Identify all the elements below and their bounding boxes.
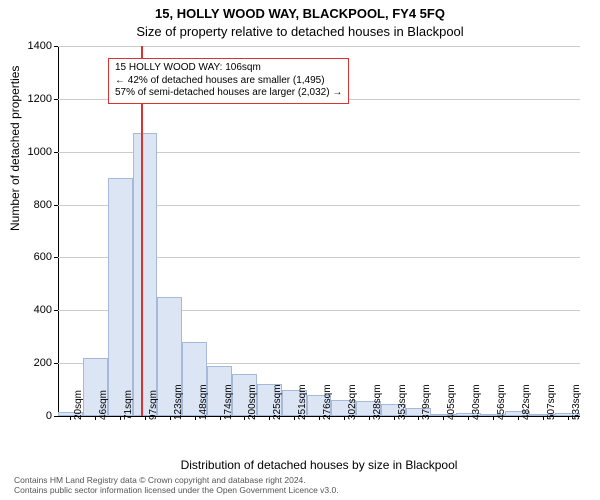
x-tick-label: 200sqm <box>247 384 258 420</box>
y-tick-label: 200 <box>34 357 52 369</box>
x-tick-label: 276sqm <box>322 384 333 420</box>
x-tick-label: 379sqm <box>421 384 432 420</box>
y-tick-label: 1000 <box>28 146 52 158</box>
histogram-bar <box>133 133 158 416</box>
x-tick-mark <box>120 416 121 420</box>
x-tick-label: 507sqm <box>546 384 557 420</box>
x-tick-mark <box>394 416 395 420</box>
y-tick-mark <box>54 416 58 417</box>
x-tick-mark <box>518 416 519 420</box>
callout-line: ← 42% of detached houses are smaller (1,… <box>115 75 342 88</box>
x-tick-label: 97sqm <box>148 390 159 420</box>
x-tick-mark <box>244 416 245 420</box>
x-tick-label: 353sqm <box>397 384 408 420</box>
x-tick-mark <box>95 416 96 420</box>
y-tick-label: 1400 <box>28 40 52 52</box>
x-tick-mark <box>269 416 270 420</box>
y-axis-label: Number of detached properties <box>8 66 22 231</box>
callout-line: 57% of semi-detached houses are larger (… <box>115 87 342 100</box>
chart-container: 15, HOLLY WOOD WAY, BLACKPOOL, FY4 5FQ S… <box>0 0 600 500</box>
x-tick-label: 123sqm <box>173 384 184 420</box>
x-tick-mark <box>493 416 494 420</box>
chart-subtitle: Size of property relative to detached ho… <box>0 24 600 39</box>
x-tick-label: 251sqm <box>297 384 308 420</box>
x-tick-mark <box>220 416 221 420</box>
y-tick-label: 1200 <box>28 93 52 105</box>
x-tick-mark <box>369 416 370 420</box>
histogram-bar <box>108 178 133 416</box>
x-tick-label: 174sqm <box>223 384 234 420</box>
x-tick-label: 148sqm <box>198 384 209 420</box>
x-tick-label: 328sqm <box>372 384 383 420</box>
y-tick-label: 800 <box>34 199 52 211</box>
chart-title: 15, HOLLY WOOD WAY, BLACKPOOL, FY4 5FQ <box>0 6 600 21</box>
x-tick-mark <box>294 416 295 420</box>
y-tick-label: 400 <box>34 304 52 316</box>
x-tick-label: 533sqm <box>571 384 582 420</box>
x-axis-label: Distribution of detached houses by size … <box>58 458 580 472</box>
x-tick-label: 482sqm <box>521 384 532 420</box>
y-tick-mark <box>54 363 58 364</box>
x-tick-label: 405sqm <box>446 384 457 420</box>
x-tick-label: 71sqm <box>123 390 134 420</box>
grid-line <box>58 46 580 47</box>
x-tick-mark <box>568 416 569 420</box>
x-tick-mark <box>543 416 544 420</box>
x-tick-label: 456sqm <box>496 384 507 420</box>
x-tick-mark <box>344 416 345 420</box>
x-tick-mark <box>145 416 146 420</box>
x-tick-label: 46sqm <box>98 390 109 420</box>
y-tick-mark <box>54 310 58 311</box>
footer-attribution: Contains HM Land Registry data © Crown c… <box>14 476 339 496</box>
x-tick-mark <box>195 416 196 420</box>
x-tick-mark <box>70 416 71 420</box>
y-tick-label: 0 <box>46 410 52 422</box>
y-tick-mark <box>54 257 58 258</box>
x-tick-label: 430sqm <box>471 384 482 420</box>
y-tick-label: 600 <box>34 251 52 263</box>
x-tick-label: 225sqm <box>272 384 283 420</box>
x-tick-mark <box>170 416 171 420</box>
x-tick-label: 20sqm <box>73 390 84 420</box>
y-tick-mark <box>54 152 58 153</box>
x-tick-label: 302sqm <box>347 384 358 420</box>
y-tick-mark <box>54 99 58 100</box>
x-tick-mark <box>418 416 419 420</box>
footer-line-2: Contains public sector information licen… <box>14 486 339 496</box>
x-tick-mark <box>468 416 469 420</box>
x-tick-mark <box>443 416 444 420</box>
x-tick-mark <box>319 416 320 420</box>
y-tick-mark <box>54 46 58 47</box>
y-tick-mark <box>54 205 58 206</box>
callout-line: 15 HOLLY WOOD WAY: 106sqm <box>115 62 342 75</box>
annotation-callout: 15 HOLLY WOOD WAY: 106sqm← 42% of detach… <box>108 58 349 104</box>
